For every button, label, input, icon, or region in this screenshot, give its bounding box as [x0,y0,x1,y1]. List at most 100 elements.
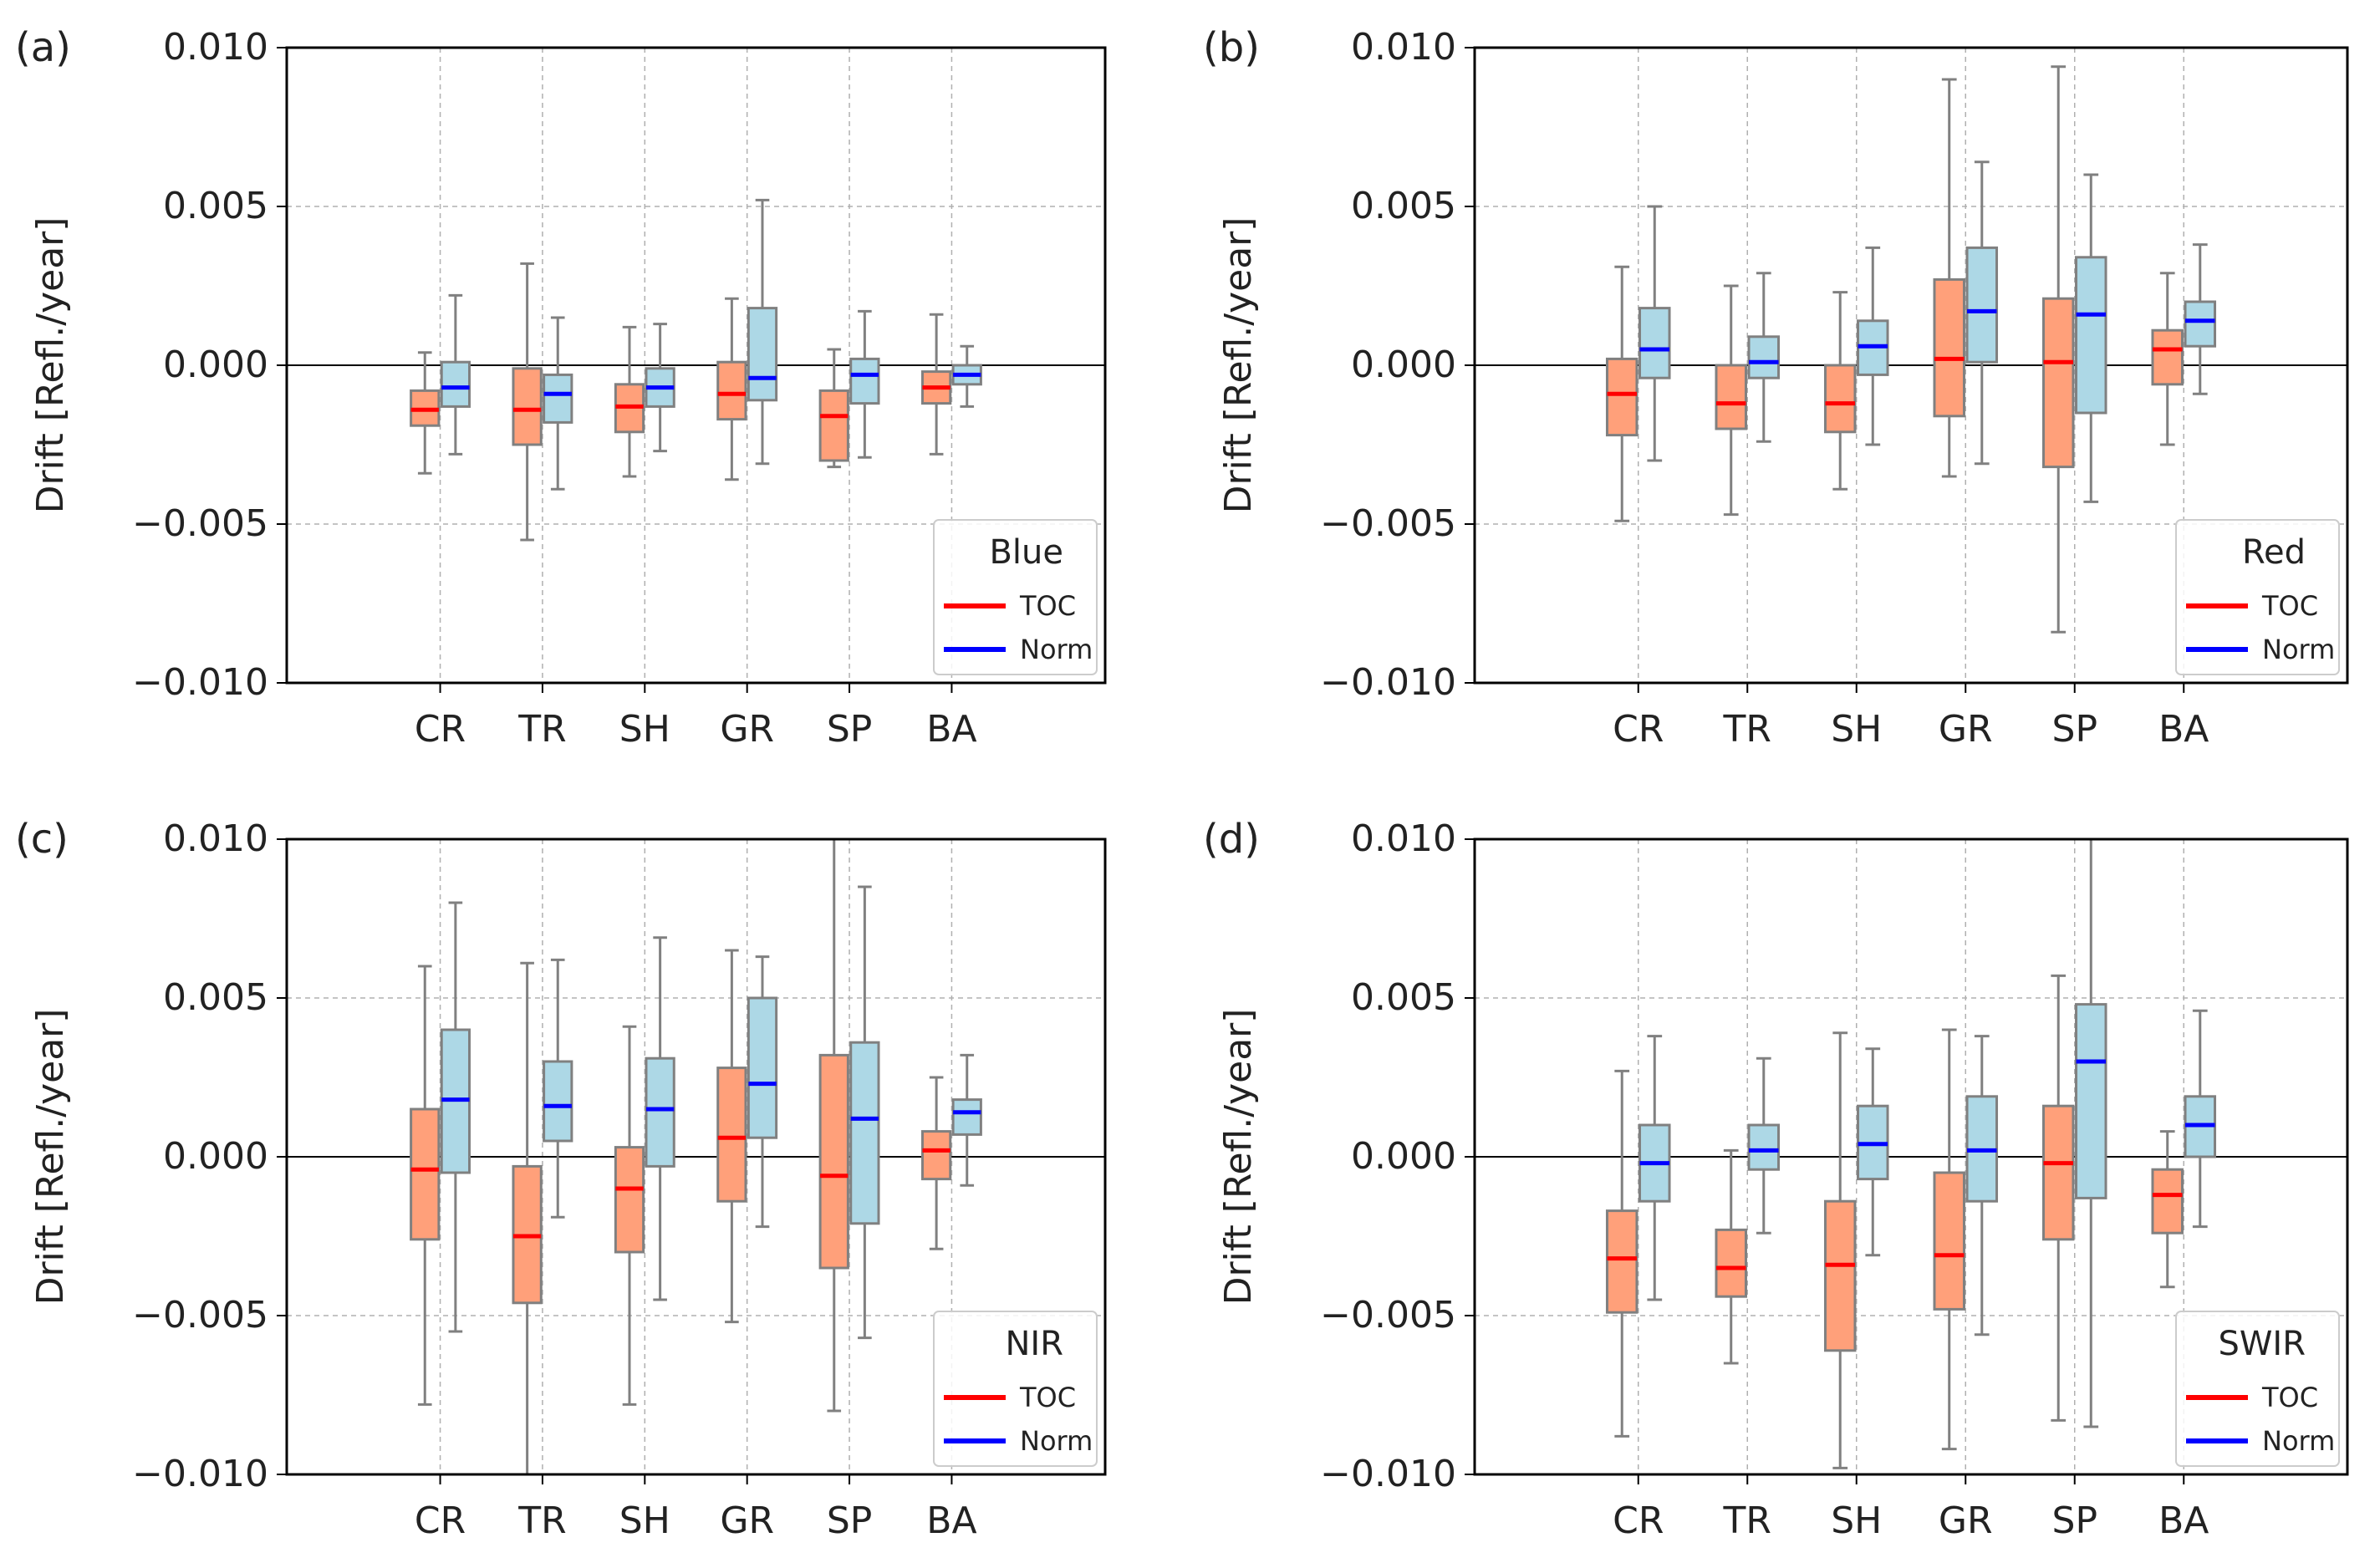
box-iqr [543,1060,573,1143]
y-tick-label: 0.000 [1351,344,1456,386]
box-iqr [747,996,778,1139]
panel-label: (d) [1203,816,1260,863]
y-tick-label: 0.005 [1351,185,1456,227]
box-iqr [440,360,471,408]
box-iqr [747,307,778,402]
box-iqr [2041,297,2075,469]
y-tick-label: 0.010 [163,26,268,69]
y-axis-label: Drift [Refl./year] [29,217,72,514]
legend-entry-norm: Norm [2262,1425,2335,1457]
box-iqr [1715,1228,1747,1298]
toc-box-sp [818,838,849,1413]
box-iqr [920,1130,952,1181]
toc-box-cr [410,351,441,475]
toc-box-ba [2151,272,2184,446]
y-tick-label: −0.010 [132,661,268,704]
box-iqr [1715,364,1747,430]
toc-box-cr [1605,265,1638,522]
box-iqr [1823,364,1857,434]
legend-entry-toc: TOC [1019,590,1076,622]
axes-frame [285,838,1107,1476]
legend-box [2175,519,2340,675]
box-iqr [2151,328,2184,386]
box-iqr [849,357,880,405]
x-tick-label-sp: SP [827,1499,872,1542]
box-iqr [716,1067,747,1203]
box-iqr [1823,1199,1857,1352]
norm-box-sp [849,885,880,1340]
toc-box-sh [614,325,645,478]
x-tick-label-ba: BA [926,1499,976,1542]
norm-box-sp [849,309,880,459]
x-tick-label-gr: GR [720,1499,774,1542]
legend-entry-toc: TOC [2261,1382,2318,1413]
y-tick-label: −0.010 [1320,1453,1456,1495]
box-iqr [2151,1168,2184,1235]
box-iqr [2041,1104,2075,1241]
toc-box-gr [1933,1028,1965,1451]
toc-box-ba [920,313,952,456]
x-tick-label-cr: CR [1613,708,1664,751]
legend-entry-toc: TOC [2261,590,2318,622]
legend: NIR TOC Norm [933,1311,1098,1467]
toc-box-gr [716,949,747,1324]
legend: Blue TOC Norm [933,519,1098,675]
norm-box-sh [1857,246,1889,446]
toc-box-sp [2041,974,2075,1422]
legend-title: Blue [989,533,1063,572]
toc-box-tr [512,262,543,542]
x-tick-label-sp: SP [2052,708,2097,751]
y-tick-label: −0.005 [132,502,268,545]
axes-frame [1473,46,2349,685]
norm-box-sh [645,323,675,453]
box-iqr [543,373,573,424]
y-axis-label: Drift [Refl./year] [1217,217,1260,514]
y-tick-label: 0.005 [1351,976,1456,1019]
toc-box-sp [818,348,849,469]
box-iqr [1747,1123,1781,1171]
norm-box-gr [747,955,778,1229]
box-iqr [818,389,849,462]
norm-box-cr [440,901,471,1333]
legend-entry-norm: Norm [1020,634,1093,665]
y-tick-label: −0.010 [1320,661,1456,704]
norm-box-sh [645,936,675,1301]
x-tick-label-tr: TR [517,708,566,751]
panel-a: 0.010 0.005 0.000 −0.005 −0.010 CR TR SH GR SP BA (… [15,24,1107,751]
box-iqr [1933,1171,1965,1311]
legend-box [2175,1311,2340,1467]
panel-label: (a) [15,24,71,71]
y-tick-label: −0.005 [132,1294,268,1336]
x-tick-label-sh: SH [1831,1499,1882,1542]
x-tick-label-gr: GR [720,708,774,751]
y-tick-label: 0.010 [1351,26,1456,69]
toc-box-cr [1605,1069,1638,1438]
toc-box-ba [920,1076,952,1250]
norm-box-ba [951,1053,982,1187]
axes-frame [1473,838,2349,1476]
box-iqr [1933,277,1965,418]
y-tick-label: 0.010 [1351,817,1456,860]
x-tick-label-cr: CR [415,708,466,751]
norm-box-ba [951,344,982,408]
toc-box-gr [716,297,747,481]
box-iqr [849,1041,880,1225]
panel-label: (b) [1203,24,1260,71]
y-axis-label: Drift [Refl./year] [29,1009,72,1306]
box-iqr [1965,246,1999,364]
legend: Red TOC Norm [2175,519,2340,675]
box-iqr [1605,1209,1638,1314]
norm-box-gr [747,198,778,466]
x-tick-label-cr: CR [415,1499,466,1542]
panel-d: 0.010 0.005 0.000 −0.005 −0.010 CR TR SH GR SP BA (… [1203,816,2349,1542]
x-tick-label-gr: GR [1939,1499,1993,1542]
box-iqr [512,367,543,446]
x-tick-label-ba: BA [2158,1499,2209,1542]
x-tick-label-cr: CR [1613,1499,1664,1542]
box-iqr [2075,256,2107,415]
box-iqr [1638,307,1671,379]
y-axis-label: Drift [Refl./year] [1217,1009,1260,1306]
toc-box-sh [1823,1031,1857,1469]
y-tick-label: 0.005 [163,185,268,227]
